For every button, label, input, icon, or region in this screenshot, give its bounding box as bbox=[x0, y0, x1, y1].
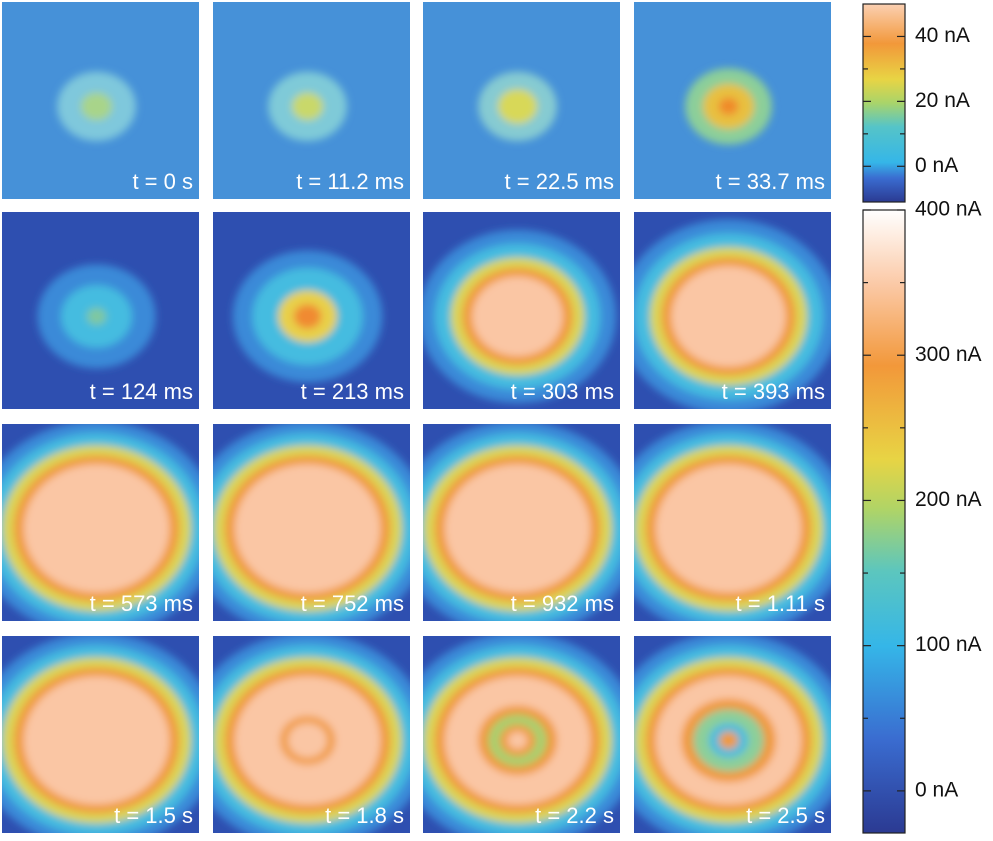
time-label: t = 573 ms bbox=[90, 591, 193, 616]
intensity-region bbox=[507, 731, 528, 750]
heatmap-panel bbox=[634, 212, 831, 409]
heatmap-image bbox=[57, 71, 136, 142]
time-label: t = 2.2 s bbox=[535, 803, 614, 828]
colorbar bbox=[862, 3, 906, 203]
time-label: t = 124 ms bbox=[90, 379, 193, 404]
heatmap-panel bbox=[213, 212, 410, 409]
heatmap-image bbox=[232, 250, 383, 383]
intensity-region bbox=[718, 97, 739, 116]
heatmap-panel bbox=[423, 2, 620, 199]
colorbar-tick-label: 20 nA bbox=[915, 89, 970, 112]
heatmap-image bbox=[37, 264, 156, 369]
heatmap-image bbox=[423, 424, 620, 621]
heatmap-image bbox=[423, 229, 617, 404]
intensity-region bbox=[293, 304, 322, 329]
heatmap-panel bbox=[2, 2, 199, 199]
colorbar-tick-label: 0 nA bbox=[915, 154, 958, 177]
time-label: t = 752 ms bbox=[301, 591, 404, 616]
heatmap-image bbox=[478, 71, 557, 142]
time-label: t = 303 ms bbox=[511, 379, 614, 404]
colorbar-tick-label: 200 nA bbox=[915, 488, 982, 511]
intensity-region bbox=[718, 731, 739, 750]
heatmap-panel bbox=[2, 424, 199, 621]
heatmap-panel bbox=[213, 424, 410, 621]
heatmap-image bbox=[2, 424, 199, 621]
time-label: t = 22.5 ms bbox=[505, 169, 614, 194]
heatmap-image bbox=[2, 636, 199, 833]
heatmap-image bbox=[634, 424, 831, 621]
colorbar-tick-label: 300 nA bbox=[915, 343, 982, 366]
heatmap-image bbox=[634, 219, 831, 409]
intensity-region bbox=[86, 307, 107, 326]
time-label: t = 11.2 ms bbox=[296, 169, 404, 194]
time-label: t = 0 s bbox=[132, 169, 193, 194]
time-label: t = 1.11 s bbox=[736, 591, 825, 616]
intensity-region bbox=[23, 464, 170, 593]
heatmap-panel bbox=[634, 2, 831, 199]
colorbar-tick-label: 0 nA bbox=[915, 778, 958, 801]
intensity-region bbox=[444, 464, 591, 593]
heatmap-panel bbox=[423, 212, 620, 409]
heatmap-panel bbox=[423, 636, 620, 833]
intensity-region bbox=[23, 676, 170, 805]
time-label: t = 932 ms bbox=[511, 591, 614, 616]
heatmap-panel bbox=[213, 636, 410, 833]
time-label: t = 213 ms bbox=[301, 379, 404, 404]
heatmap-panel bbox=[2, 212, 199, 409]
heatmap-image bbox=[268, 71, 347, 142]
intensity-region bbox=[497, 89, 538, 124]
heatmap-panel bbox=[423, 424, 620, 621]
heatmap-panel bbox=[213, 2, 410, 199]
colorbar-tick-label: 400 nA bbox=[915, 198, 982, 221]
heatmap-image bbox=[685, 68, 772, 145]
heatmap-image bbox=[423, 636, 620, 833]
intensity-region bbox=[234, 464, 381, 593]
intensity-region bbox=[655, 464, 802, 593]
colorbar bbox=[862, 209, 906, 834]
heatmap-image bbox=[213, 636, 410, 833]
intensity-region bbox=[291, 92, 324, 121]
heatmap-image bbox=[634, 636, 831, 833]
intensity-region bbox=[671, 266, 786, 367]
time-label: t = 393 ms bbox=[722, 379, 825, 404]
heatmap-panel bbox=[634, 424, 831, 621]
intensity-region bbox=[80, 92, 113, 121]
intensity-region bbox=[287, 723, 328, 758]
time-label: t = 1.8 s bbox=[325, 803, 404, 828]
heatmap-panel bbox=[2, 636, 199, 833]
colorbar-tick-label: 40 nA bbox=[915, 24, 970, 47]
intensity-region bbox=[472, 276, 563, 357]
heatmap-panel bbox=[634, 636, 831, 833]
time-label: t = 2.5 s bbox=[746, 803, 825, 828]
time-label: t = 33.7 ms bbox=[716, 169, 825, 194]
time-label: t = 1.5 s bbox=[114, 803, 193, 828]
heatmap-image bbox=[213, 424, 410, 621]
colorbar-tick-label: 100 nA bbox=[915, 633, 982, 656]
